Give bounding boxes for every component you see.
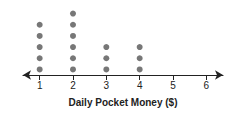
svg-text:Daily Pocket Money ($): Daily Pocket Money ($) xyxy=(69,97,178,108)
svg-text:4: 4 xyxy=(137,80,143,91)
svg-text:3: 3 xyxy=(104,80,110,91)
svg-text:2: 2 xyxy=(70,80,76,91)
svg-text:6: 6 xyxy=(204,80,210,91)
svg-text:1: 1 xyxy=(37,80,43,91)
svg-text:5: 5 xyxy=(170,80,176,91)
